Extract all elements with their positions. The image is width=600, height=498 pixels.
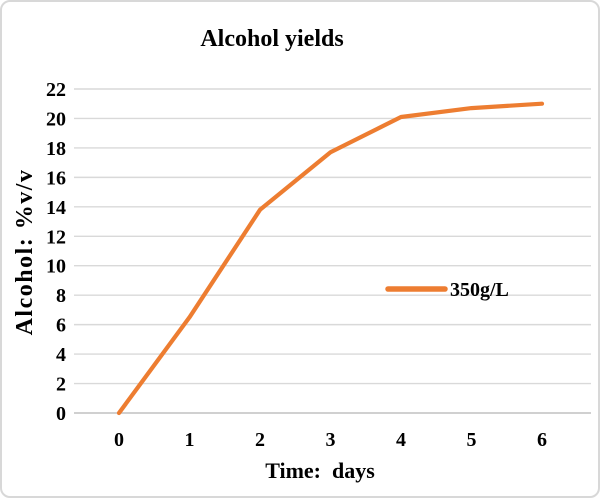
y-tick-label: 12 [46,226,66,248]
x-tick-label: 1 [185,429,195,451]
y-tick-label: 6 [56,315,66,337]
y-tick-label: 10 [46,256,66,278]
legend-series-label: 350g/L [450,279,509,301]
x-axis-ticks: 0 1 2 3 4 5 6 [114,429,547,451]
y-tick-label: 18 [46,138,66,160]
legend: 350g/L [385,279,509,301]
x-tick-label: 2 [255,429,265,451]
y-tick-label: 14 [46,197,66,219]
y-tick-label: 0 [56,403,66,425]
chart-title: Alcohol yields [200,26,343,52]
series-line [116,101,545,416]
x-tick-label: 5 [467,429,477,451]
y-tick-label: 8 [56,285,66,307]
x-tick-label: 4 [396,429,406,451]
y-tick-label: 20 [46,108,66,130]
x-tick-label: 0 [114,429,124,451]
x-tick-label: 3 [326,429,336,451]
y-axis-label: Alcohol: %v/v [12,169,38,336]
x-tick-label: 6 [537,429,547,451]
gridlines [74,88,591,414]
x-axis-label: Time: days [265,458,375,483]
y-axis-ticks: 0 2 4 6 8 10 12 14 16 18 20 22 [46,79,66,425]
y-tick-label: 22 [46,79,66,101]
series-group [116,101,545,416]
y-tick-label: 2 [56,374,66,396]
y-tick-label: 4 [56,344,66,366]
y-tick-label: 16 [46,167,66,189]
